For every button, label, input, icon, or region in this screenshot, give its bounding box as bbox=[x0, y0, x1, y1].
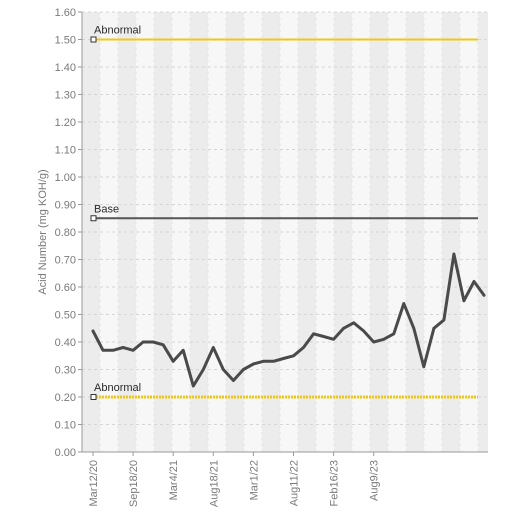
data-point bbox=[332, 338, 335, 341]
data-point bbox=[412, 327, 416, 330]
x-tick-label: Sep18/20 bbox=[128, 460, 140, 507]
data-point bbox=[352, 321, 355, 324]
data-point bbox=[111, 349, 115, 352]
x-tick-label: Mar4/21 bbox=[168, 460, 180, 500]
y-tick-label: 1.30 bbox=[55, 90, 76, 102]
y-tick-label: 1.50 bbox=[55, 35, 76, 47]
data-point bbox=[402, 302, 405, 305]
data-point bbox=[342, 327, 345, 330]
data-point bbox=[312, 332, 315, 335]
data-point bbox=[101, 349, 105, 352]
y-axis-title: Acid Number (mg KOH/g) bbox=[37, 169, 49, 294]
data-point bbox=[121, 346, 125, 349]
data-point bbox=[372, 340, 375, 344]
data-point bbox=[292, 354, 295, 357]
y-tick-label: 1.10 bbox=[55, 145, 76, 157]
y-tick-label: 0.60 bbox=[55, 282, 76, 294]
data-point bbox=[462, 299, 466, 302]
data-point bbox=[422, 365, 426, 368]
y-tick-label: 0.30 bbox=[55, 365, 76, 377]
data-point bbox=[262, 360, 265, 363]
series-layer bbox=[91, 252, 486, 388]
reference-label: Abnormal bbox=[94, 382, 141, 394]
x-tick-label: Aug11/22 bbox=[289, 460, 301, 506]
reference-marker bbox=[90, 36, 97, 43]
reference-marker bbox=[90, 394, 97, 400]
data-point bbox=[141, 340, 145, 344]
data-point bbox=[161, 343, 165, 346]
x-tick-labels: Mar12/20 Sep18/20 Mar4/21 Aug18/21 Mar1/22 Au… bbox=[88, 452, 381, 507]
y-tick-label: 0.40 bbox=[55, 337, 76, 349]
data-point bbox=[452, 252, 456, 256]
data-point bbox=[202, 368, 205, 371]
y-tick-label: 1.40 bbox=[55, 62, 76, 74]
data-point bbox=[91, 329, 95, 333]
y-tick-label: 0.10 bbox=[55, 420, 76, 432]
data-point bbox=[382, 338, 385, 341]
y-tick-label: 0.80 bbox=[55, 227, 76, 239]
x-tick-label: Mar1/22 bbox=[248, 460, 260, 500]
data-point bbox=[212, 346, 215, 349]
data-point bbox=[282, 357, 285, 360]
y-tick-label: 0.20 bbox=[55, 392, 76, 404]
reference-label: Base bbox=[94, 203, 119, 215]
x-tick-label: Aug18/21 bbox=[208, 460, 220, 507]
data-point bbox=[482, 294, 486, 297]
y-tick-label: 1.60 bbox=[55, 7, 76, 19]
data-point bbox=[272, 360, 275, 363]
y-tick-labels: 0.00 0.10 0.20 0.30 0.40 0.50 0.60 0.70 0.80 0.90… bbox=[55, 7, 82, 459]
reference-marker bbox=[90, 215, 97, 222]
data-point bbox=[232, 379, 235, 382]
data-series-line bbox=[91, 252, 486, 388]
data-point bbox=[182, 349, 185, 352]
y-tick-label: 0.00 bbox=[55, 447, 76, 459]
reference-lines: Abnormal Base Abnormal bbox=[90, 25, 478, 400]
y-tick-label: 0.50 bbox=[55, 310, 76, 322]
y-tick-label: 0.90 bbox=[55, 200, 76, 212]
data-point bbox=[322, 335, 325, 338]
data-point bbox=[242, 368, 245, 371]
y-tick-label: 1.20 bbox=[55, 117, 76, 129]
y-tick-label: 1.00 bbox=[55, 172, 76, 184]
data-point bbox=[392, 332, 395, 335]
x-tick-label: Feb16/23 bbox=[329, 460, 341, 506]
data-point bbox=[432, 327, 436, 330]
data-point bbox=[362, 329, 365, 333]
data-point bbox=[131, 349, 135, 352]
data-point bbox=[151, 340, 155, 344]
data-point bbox=[442, 318, 446, 322]
x-tick-label: Mar12/20 bbox=[88, 460, 100, 506]
shade-band bbox=[478, 12, 488, 452]
x-tick-label: Aug9/23 bbox=[369, 460, 381, 501]
data-point bbox=[222, 368, 225, 371]
data-point bbox=[302, 346, 305, 349]
data-point bbox=[472, 280, 476, 283]
data-point bbox=[192, 384, 195, 388]
y-tick-label: 0.70 bbox=[55, 255, 76, 267]
reference-label: Abnormal bbox=[94, 25, 141, 37]
data-point bbox=[252, 362, 255, 366]
data-point bbox=[172, 360, 175, 363]
